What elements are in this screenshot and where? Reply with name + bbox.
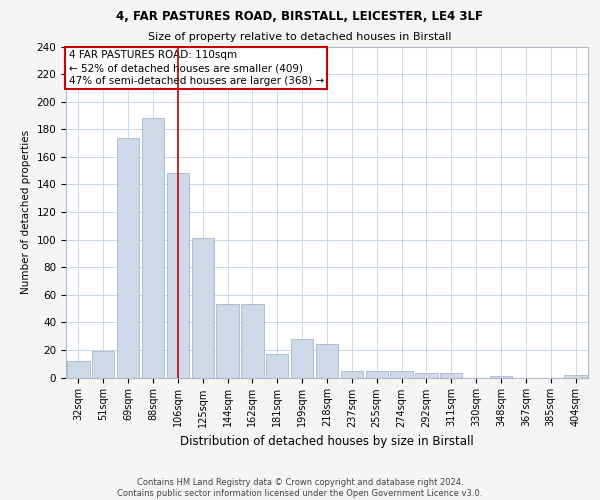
Bar bbox=[67, 361, 89, 378]
Bar bbox=[117, 138, 139, 378]
Bar bbox=[217, 304, 239, 378]
Bar bbox=[391, 370, 413, 378]
Bar bbox=[291, 339, 313, 378]
Bar bbox=[316, 344, 338, 378]
Bar bbox=[241, 304, 263, 378]
Bar bbox=[365, 370, 388, 378]
Text: Size of property relative to detached houses in Birstall: Size of property relative to detached ho… bbox=[148, 32, 452, 42]
Bar bbox=[191, 238, 214, 378]
Bar bbox=[565, 374, 587, 378]
Bar bbox=[167, 174, 189, 378]
X-axis label: Distribution of detached houses by size in Birstall: Distribution of detached houses by size … bbox=[180, 435, 474, 448]
Bar bbox=[490, 376, 512, 378]
Text: Contains HM Land Registry data © Crown copyright and database right 2024.
Contai: Contains HM Land Registry data © Crown c… bbox=[118, 478, 482, 498]
Bar bbox=[92, 352, 115, 378]
Bar bbox=[415, 374, 437, 378]
Bar bbox=[341, 370, 363, 378]
Y-axis label: Number of detached properties: Number of detached properties bbox=[21, 130, 31, 294]
Bar bbox=[142, 118, 164, 378]
Bar bbox=[440, 374, 463, 378]
Bar bbox=[266, 354, 289, 378]
Text: 4 FAR PASTURES ROAD: 110sqm
← 52% of detached houses are smaller (409)
47% of se: 4 FAR PASTURES ROAD: 110sqm ← 52% of det… bbox=[68, 50, 324, 86]
Text: 4, FAR PASTURES ROAD, BIRSTALL, LEICESTER, LE4 3LF: 4, FAR PASTURES ROAD, BIRSTALL, LEICESTE… bbox=[116, 10, 484, 22]
